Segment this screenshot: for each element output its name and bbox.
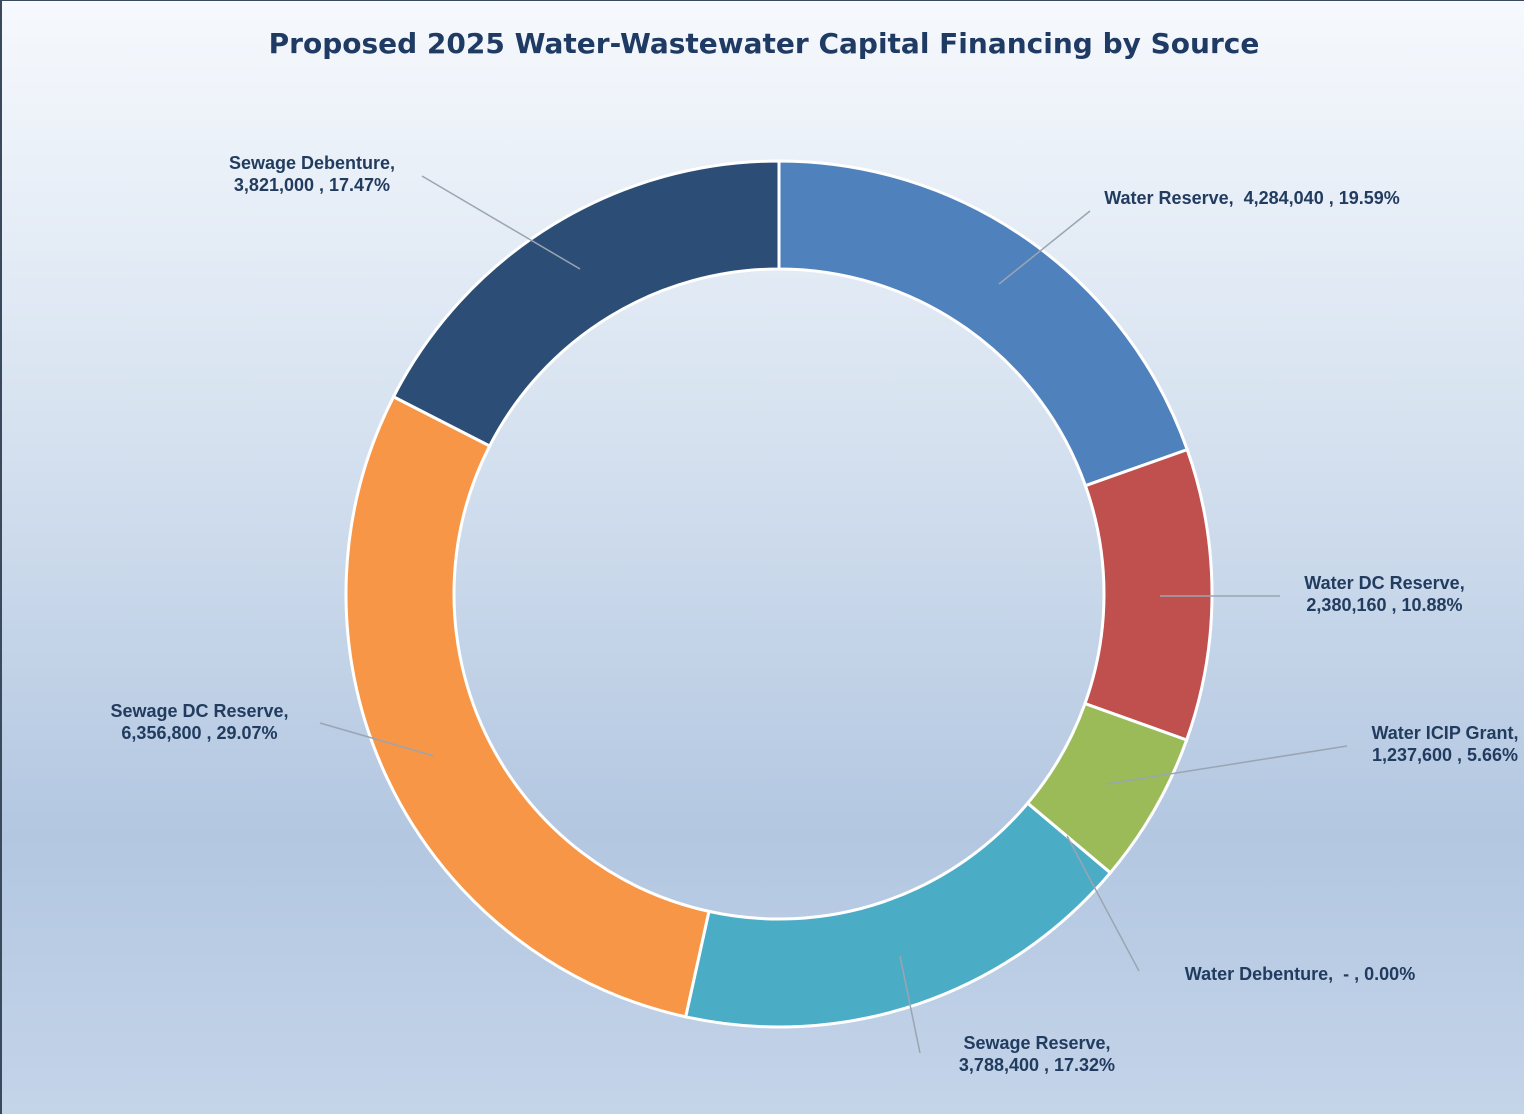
- donut-segment: [344, 394, 711, 1019]
- leader-line: [421, 175, 581, 270]
- leader-line: [319, 722, 435, 757]
- chart-title: Proposed 2025 Water-Wastewater Capital F…: [268, 27, 1260, 60]
- data-label: Sewage Reserve, 3,788,400 , 17.32%: [958, 1033, 1116, 1075]
- leader-line: [899, 955, 921, 1054]
- data-label: Water Debenture, - , 0.00%: [1184, 964, 1416, 984]
- donut-segment: [391, 159, 781, 448]
- leader-line: [1106, 745, 1348, 785]
- data-label: Water ICIP Grant, 1,237,600 , 5.66%: [1371, 723, 1524, 765]
- donut-segment: [777, 159, 1190, 488]
- data-label: Water DC Reserve, 2,380,160 , 10.88%: [1304, 573, 1470, 615]
- leader-line: [998, 210, 1091, 285]
- data-label: Sewage DC Reserve, 6,356,800 , 29.07%: [110, 701, 294, 743]
- data-label: Water Reserve, 4,284,040 , 19.59%: [1104, 188, 1400, 208]
- donut-segment: [1083, 447, 1214, 742]
- leader-line: [1066, 835, 1140, 972]
- data-label: Sewage Debenture, 3,821,000 , 17.47%: [228, 153, 401, 195]
- donut-segment: [683, 801, 1113, 1029]
